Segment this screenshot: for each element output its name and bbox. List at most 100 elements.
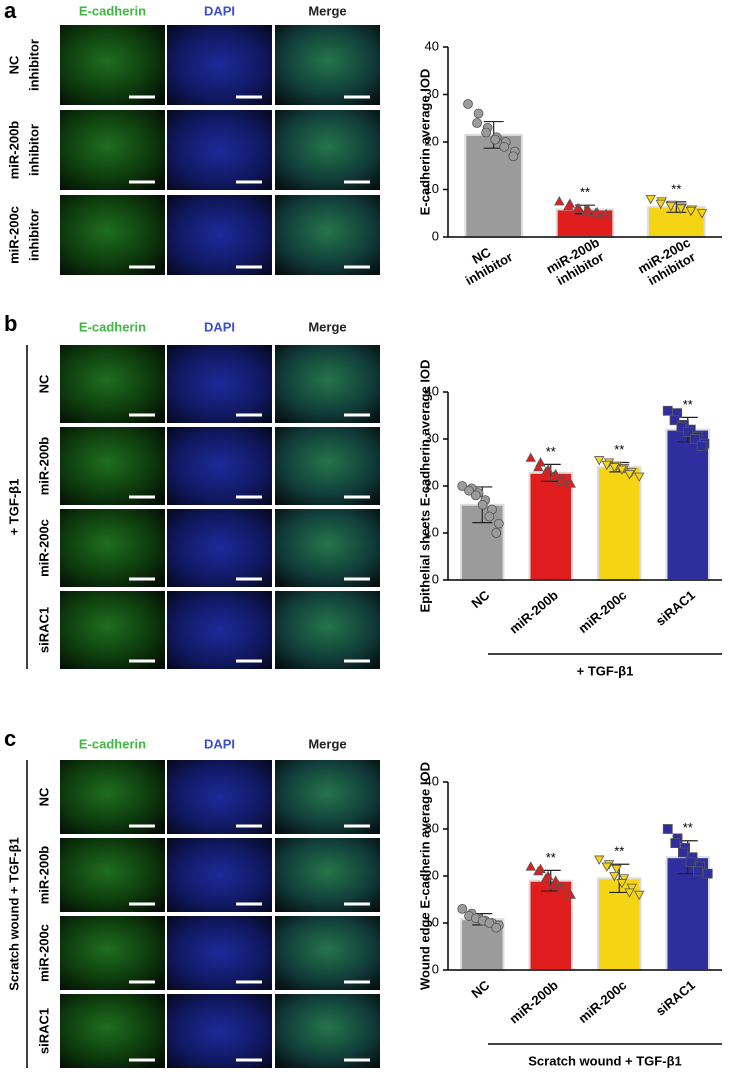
data-point (484, 511, 495, 522)
data-point (634, 890, 645, 901)
micrograph (275, 25, 380, 105)
data-point (677, 847, 688, 858)
data-point (609, 872, 620, 882)
micrograph (275, 509, 380, 587)
data-point (634, 472, 645, 482)
data-point (594, 456, 605, 466)
panel-letter: b (4, 311, 17, 336)
row-label: NC (36, 787, 51, 806)
data-point (599, 210, 610, 220)
micrograph (60, 916, 165, 990)
data-point (662, 824, 673, 834)
data-point (533, 865, 544, 876)
column-header: DAPI (204, 319, 235, 334)
row-label: siRAC1 (36, 1008, 51, 1054)
data-point (508, 151, 519, 162)
micrograph (60, 591, 165, 669)
data-point (590, 207, 601, 218)
column-header: E-cadherin (79, 3, 146, 18)
y-tick-label: 0 (432, 961, 439, 976)
data-point (490, 134, 501, 145)
bar (528, 879, 573, 972)
y-axis-label: E-cadherin average IOD (417, 69, 432, 216)
x-tick-label: miR-200b (506, 977, 561, 1026)
micrograph (167, 345, 272, 423)
bar (528, 471, 573, 581)
data-point (548, 880, 559, 890)
panel-letter: c (4, 726, 16, 751)
data-point (491, 922, 502, 933)
x-tick-label: NCinhibitor (455, 237, 515, 289)
column-header: Merge (308, 319, 346, 334)
micrograph (167, 25, 272, 105)
data-point (696, 441, 707, 451)
data-point (616, 465, 628, 475)
data-point (533, 461, 544, 472)
data-point (601, 460, 612, 471)
micrograph (167, 838, 272, 912)
y-tick-label: 40 (425, 38, 439, 53)
group-label: Scratch wound + TGF-β1 (6, 837, 21, 990)
group-label: + TGF-β1 (6, 479, 21, 536)
data-point (611, 864, 622, 875)
x-tick-label: miR-200b (506, 587, 561, 636)
data-point (696, 209, 708, 219)
data-point (457, 481, 468, 491)
data-point (665, 202, 676, 212)
x-tick-label: miR-200cinhibitor (636, 235, 701, 290)
data-point (565, 478, 576, 488)
data-point (540, 873, 552, 883)
data-point (473, 108, 484, 119)
row-label: miR-200b (36, 846, 51, 905)
row-label: miR-200c (6, 206, 21, 264)
column-header: E-cadherin (79, 736, 146, 751)
data-point (499, 141, 510, 152)
y-axis-label: Epithelial sheets E-cadherin average IOD (417, 360, 432, 613)
bar (665, 428, 710, 581)
significance: ** (546, 444, 556, 459)
data-point (481, 127, 492, 138)
y-tick-label: 10 (425, 914, 439, 929)
y-tick-label: 0 (432, 228, 439, 243)
significance: ** (546, 850, 556, 865)
x-tick-label: miR-200c (575, 977, 629, 1026)
data-point (540, 466, 552, 476)
micrograph (275, 994, 380, 1068)
x-axis-label: + TGF-β1 (577, 663, 634, 678)
data-point (693, 866, 703, 877)
data-point (685, 206, 697, 217)
data-point (655, 199, 666, 210)
micrograph (167, 916, 272, 990)
x-axis-label: Scratch wound + TGF-β1 (528, 1053, 681, 1068)
column-header: DAPI (204, 736, 235, 751)
row-label: miR-200c (36, 924, 51, 982)
data-point (685, 857, 696, 867)
micrograph (167, 427, 272, 505)
data-point (645, 195, 656, 205)
y-tick-label: 10 (425, 181, 439, 196)
x-tick-label: NC (468, 977, 492, 1001)
micrograph (60, 427, 165, 505)
column-header: Merge (308, 736, 346, 751)
micrograph (167, 195, 272, 275)
data-point (491, 528, 502, 538)
micrograph (60, 345, 165, 423)
micrograph (275, 591, 380, 669)
row-label: siRAC1 (36, 607, 51, 653)
y-tick-label: 30 (425, 86, 439, 101)
significance: ** (683, 820, 693, 835)
micrograph (275, 838, 380, 912)
data-point (472, 118, 482, 128)
bar (597, 877, 642, 971)
micrograph (275, 345, 380, 423)
bar (597, 466, 642, 582)
micrograph (167, 760, 272, 834)
row-label: inhibitor (26, 39, 41, 91)
micrograph (167, 509, 272, 587)
significance: ** (580, 185, 590, 200)
data-point (493, 518, 504, 529)
data-point (555, 475, 567, 486)
data-point (626, 883, 637, 894)
data-point (470, 490, 481, 501)
row-label: inhibitor (26, 209, 41, 261)
